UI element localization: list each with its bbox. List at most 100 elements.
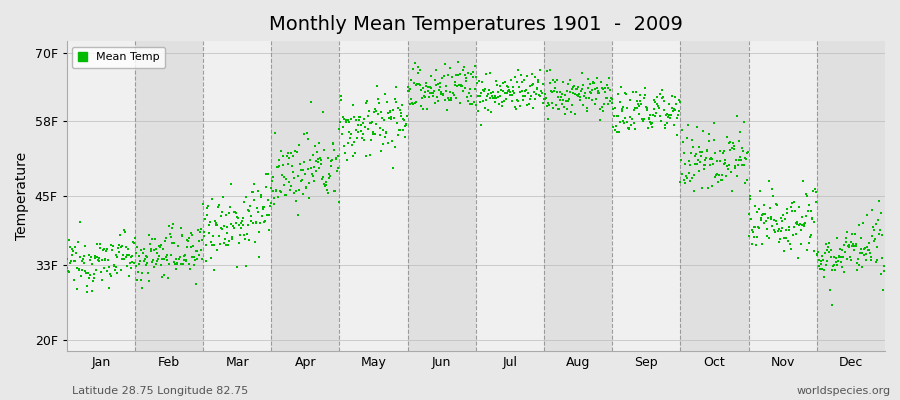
Point <box>535 90 549 96</box>
Point <box>778 216 792 222</box>
Point <box>734 157 748 163</box>
Point <box>100 246 114 252</box>
Point <box>572 91 586 97</box>
Point <box>247 197 261 203</box>
Point <box>686 144 700 150</box>
Point <box>599 95 614 101</box>
Point <box>736 148 751 154</box>
Point <box>678 179 692 186</box>
Point <box>721 166 735 172</box>
Point <box>694 152 708 159</box>
Point <box>558 111 572 117</box>
Point <box>741 149 755 155</box>
Point <box>194 247 208 254</box>
Point <box>627 126 642 132</box>
Point <box>613 118 627 125</box>
Point <box>198 242 212 248</box>
Point <box>790 220 805 227</box>
Point <box>608 126 622 133</box>
Point <box>192 252 206 258</box>
Point <box>781 227 796 233</box>
Point <box>452 82 466 89</box>
Point <box>682 158 697 164</box>
Point <box>116 252 130 258</box>
Point <box>327 147 341 153</box>
Point <box>395 116 410 122</box>
Point <box>602 75 616 81</box>
Point <box>432 80 446 86</box>
Point <box>782 224 796 230</box>
Point <box>294 177 309 183</box>
Point <box>274 189 288 196</box>
Point <box>239 194 254 200</box>
Point <box>674 127 688 134</box>
Point <box>131 261 146 267</box>
Point <box>364 137 378 143</box>
Point <box>409 99 423 105</box>
Point <box>695 149 709 155</box>
Point <box>165 225 179 231</box>
Point <box>773 228 788 234</box>
Point <box>67 257 81 264</box>
Point <box>504 76 518 83</box>
Point <box>661 114 675 120</box>
Point <box>449 72 464 78</box>
Point <box>603 98 617 104</box>
Point <box>300 130 314 136</box>
Point <box>401 88 416 94</box>
Point <box>400 88 415 94</box>
Point <box>331 198 346 205</box>
Point <box>588 85 602 92</box>
Point <box>698 161 713 168</box>
Point <box>364 119 379 125</box>
Point <box>514 88 528 95</box>
Point <box>163 231 177 238</box>
Point <box>660 119 674 126</box>
Point <box>290 148 304 155</box>
Point <box>526 81 540 88</box>
Point <box>518 92 533 99</box>
Point <box>302 194 316 201</box>
Point <box>793 226 807 233</box>
Point <box>718 160 733 167</box>
Point <box>229 220 243 226</box>
Point <box>480 97 494 103</box>
Point <box>406 100 420 107</box>
Point <box>115 243 130 249</box>
Point <box>295 167 310 173</box>
Point <box>266 201 281 207</box>
Point <box>110 254 124 261</box>
Point <box>379 130 393 136</box>
Point <box>506 84 520 90</box>
Point <box>310 156 325 162</box>
Point <box>283 179 297 186</box>
Point <box>458 85 473 91</box>
Point <box>616 103 630 110</box>
Point <box>252 253 266 260</box>
Point <box>481 107 495 113</box>
Point <box>794 240 808 247</box>
Point <box>282 155 296 162</box>
Point <box>505 92 519 98</box>
Point <box>833 254 848 260</box>
Point <box>106 243 121 249</box>
Point <box>168 265 183 272</box>
Point <box>243 212 257 219</box>
Point <box>644 119 658 126</box>
Point <box>592 117 607 124</box>
Point <box>797 220 812 226</box>
Point <box>167 240 182 246</box>
Point <box>387 115 401 121</box>
Point <box>447 79 462 85</box>
Point <box>261 171 275 178</box>
Point <box>730 112 744 119</box>
Point <box>491 89 506 95</box>
Point <box>583 88 598 95</box>
Point <box>866 224 880 230</box>
Point <box>538 96 553 103</box>
Point <box>762 235 777 241</box>
Point <box>292 161 307 167</box>
Point <box>67 277 81 284</box>
Point <box>372 99 386 106</box>
Point <box>70 265 85 272</box>
